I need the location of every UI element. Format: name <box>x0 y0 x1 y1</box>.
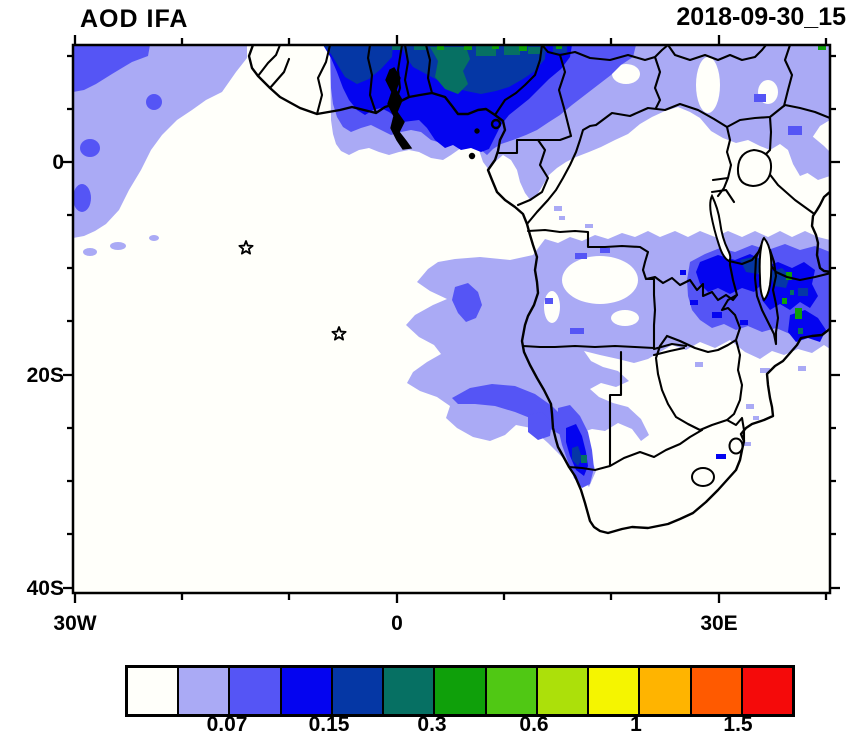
colorbar-label-03: 0.3 <box>417 713 447 736</box>
station-markers <box>238 240 347 341</box>
axis-ticks <box>63 35 840 603</box>
principe-island <box>474 128 480 134</box>
y-axis-label-20s: 20S <box>26 364 64 387</box>
y-axis-label-0: 0 <box>52 151 64 174</box>
lake-tanganyika <box>709 193 732 263</box>
colorbar-label-15: 1.5 <box>723 713 753 736</box>
x-axis-label-30w: 30W <box>53 612 97 635</box>
eswatini-border <box>728 437 744 455</box>
star-marker <box>331 326 347 341</box>
colorbar-label-015: 0.15 <box>308 713 350 736</box>
sao-tome-island <box>468 152 476 160</box>
colorbar-cell <box>589 668 641 714</box>
colorbar-cell <box>384 668 436 714</box>
lesotho-border <box>691 467 715 487</box>
lake-malawi <box>758 236 773 302</box>
colorbar-cell <box>281 668 333 714</box>
timestamp: 2018-09-30_15 <box>676 3 846 31</box>
y-axis-label-40s: 40S <box>26 577 64 600</box>
colorbar-cell <box>537 668 590 714</box>
bioko-island <box>490 118 502 130</box>
x-axis-label-0: 0 <box>391 612 403 635</box>
colorbar-cell <box>640 668 692 714</box>
colorbar-label-06: 0.6 <box>519 713 549 736</box>
map-frame <box>71 43 832 595</box>
colorbar-cell <box>486 668 538 714</box>
colorbar-cell <box>128 668 180 714</box>
colorbar-cell <box>179 668 231 714</box>
lakes <box>385 67 773 487</box>
lake-volta <box>385 67 413 150</box>
x-axis-label-30e: 30E <box>700 612 738 635</box>
colorbar-label-007: 0.07 <box>206 713 248 736</box>
colorbar <box>125 665 795 717</box>
colorbar-cell <box>691 668 743 714</box>
colorbar-cell <box>742 668 793 714</box>
colorbar-cell <box>435 668 487 714</box>
page-title: AOD IFA <box>80 5 189 33</box>
colorbar-cell <box>230 668 282 714</box>
star-marker <box>238 240 254 255</box>
lake-victoria <box>736 148 773 188</box>
colorbar-cell <box>332 668 385 714</box>
colorbar-label-1: 1 <box>630 713 642 736</box>
